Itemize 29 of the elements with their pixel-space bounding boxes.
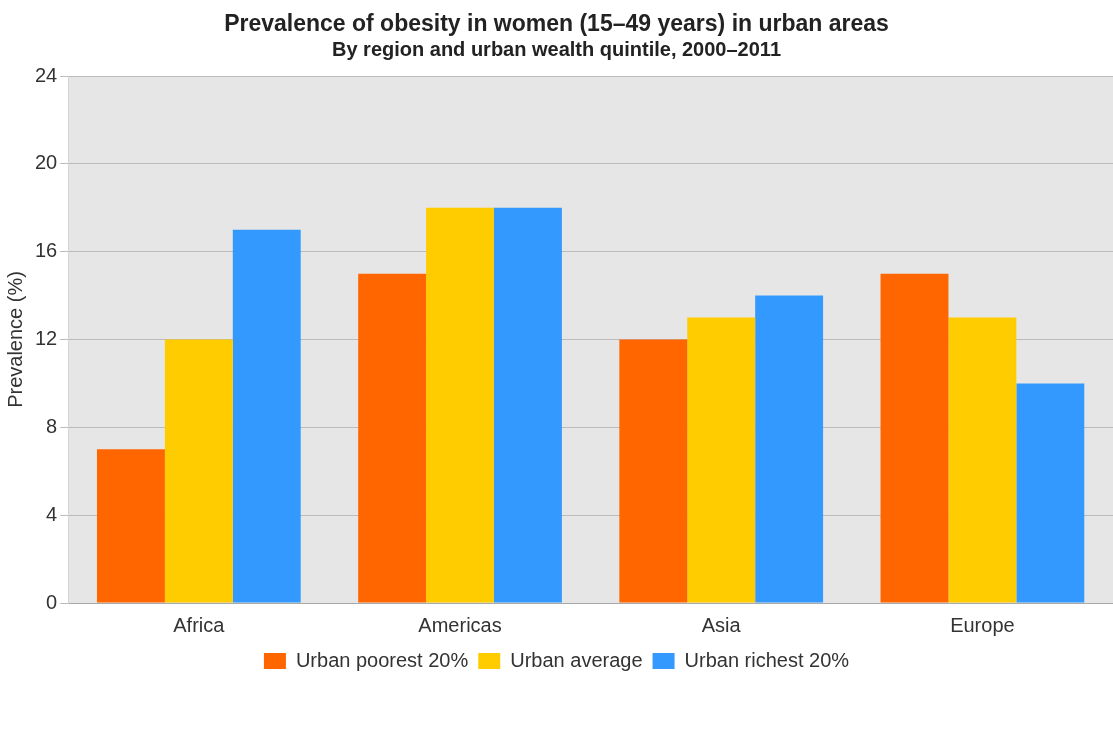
x-tick-label: Europe — [950, 613, 1015, 636]
bar — [1016, 383, 1085, 603]
bar — [358, 273, 427, 603]
chart-title: Prevalence of obesity in women (15–49 years) in urban areas — [223, 9, 890, 38]
y-tick-label: 4 — [46, 502, 58, 525]
bar — [948, 317, 1017, 603]
y-tick-label: 16 — [35, 239, 58, 262]
y-tick-label: 12 — [35, 327, 58, 350]
bar — [232, 229, 301, 603]
bar — [164, 339, 233, 603]
x-tick-label: Asia — [701, 613, 742, 636]
legend-label: Urban average — [510, 648, 643, 671]
x-tick-label: Africa — [173, 613, 226, 636]
x-tick-label: Americas — [418, 613, 502, 636]
bar — [426, 207, 494, 603]
y-tick-label: 8 — [46, 414, 58, 437]
bar — [755, 295, 824, 603]
bar — [619, 339, 688, 603]
legend-label: Urban poorest 20% — [295, 648, 469, 671]
y-tick-label: 24 — [35, 63, 58, 86]
bar — [96, 449, 165, 603]
y-tick-label: 20 — [35, 151, 58, 174]
bar — [687, 317, 756, 603]
chart-subtitle: By region and urban wealth quintile, 2000–2011 — [330, 38, 782, 61]
y-tick-label: 0 — [46, 590, 58, 613]
bar — [880, 273, 949, 603]
legend-label: Urban richest 20% — [684, 648, 850, 671]
y-axis-title: Prevalence (%) — [3, 271, 26, 408]
bar — [493, 207, 562, 603]
